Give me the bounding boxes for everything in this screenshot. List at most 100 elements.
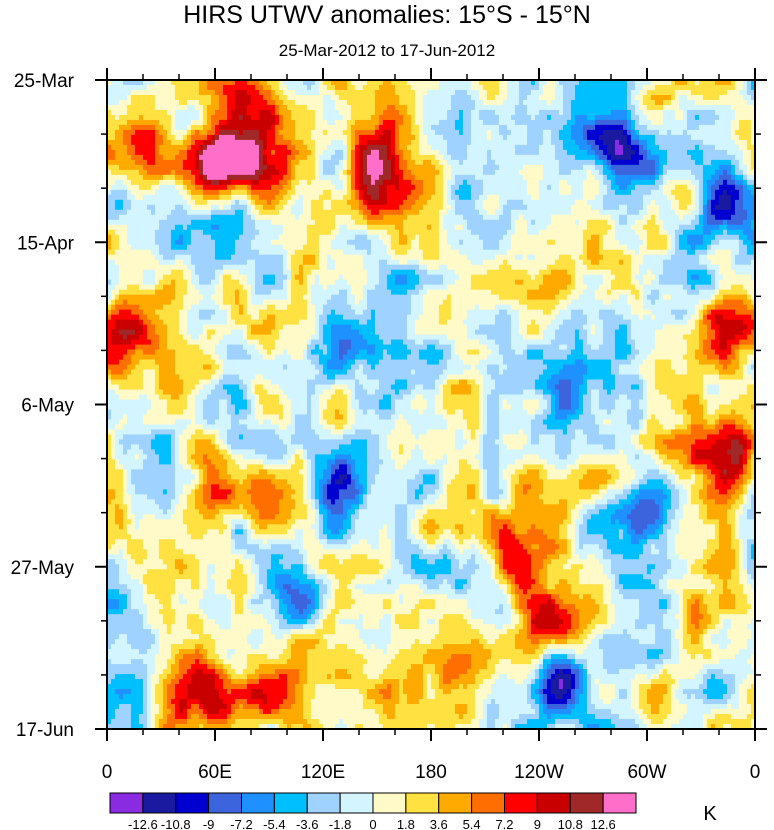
heatmap-cell xyxy=(415,209,420,216)
heatmap-cell xyxy=(655,179,660,186)
heatmap-cell xyxy=(595,149,600,156)
heatmap-cell xyxy=(427,224,432,231)
heatmap-cell xyxy=(607,109,612,116)
heatmap-cell xyxy=(587,134,592,141)
heatmap-cell xyxy=(175,94,180,101)
heatmap-cell xyxy=(563,199,568,206)
heatmap-cell xyxy=(211,224,216,231)
heatmap-cell xyxy=(207,209,212,216)
heatmap-cell xyxy=(155,174,160,181)
heatmap-cell xyxy=(539,84,544,91)
heatmap-cell xyxy=(247,89,252,96)
heatmap-cell xyxy=(247,194,252,201)
heatmap-cell xyxy=(647,144,652,151)
heatmap-cell xyxy=(727,89,732,96)
heatmap-cell xyxy=(267,149,272,156)
heatmap-cell xyxy=(471,80,476,86)
heatmap-cell xyxy=(395,94,400,101)
heatmap-cell xyxy=(659,89,664,96)
heatmap-cell xyxy=(487,224,492,231)
heatmap-cell xyxy=(319,114,324,121)
heatmap-cell xyxy=(355,209,360,216)
heatmap-cell xyxy=(127,229,132,236)
heatmap-cell xyxy=(639,194,644,201)
heatmap-cell xyxy=(387,209,392,216)
heatmap-cell xyxy=(711,184,716,191)
heatmap-cell xyxy=(167,224,172,231)
heatmap-cell xyxy=(403,214,408,221)
heatmap-cell xyxy=(115,154,120,161)
heatmap-cell xyxy=(399,114,404,121)
heatmap-cell xyxy=(731,199,736,206)
heatmap-cell xyxy=(587,129,592,136)
heatmap-cell xyxy=(375,129,380,136)
heatmap-cell xyxy=(127,199,132,206)
heatmap-cell xyxy=(443,159,448,166)
heatmap-cell xyxy=(527,89,532,96)
heatmap-cell xyxy=(207,109,212,116)
heatmap-cell xyxy=(311,229,316,236)
heatmap-cell xyxy=(643,124,648,131)
heatmap-cell xyxy=(679,89,684,96)
heatmap-cell xyxy=(483,164,488,171)
heatmap-cell xyxy=(651,169,656,176)
heatmap-cell xyxy=(751,194,756,201)
heatmap-cell xyxy=(587,99,592,106)
heatmap-cell xyxy=(691,119,696,126)
heatmap-cell xyxy=(435,134,440,141)
heatmap-cell xyxy=(259,99,264,106)
heatmap-cell xyxy=(503,169,508,176)
heatmap-cell xyxy=(355,224,360,231)
heatmap-cell xyxy=(239,154,244,161)
heatmap-cell xyxy=(579,229,584,236)
heatmap-cell xyxy=(703,164,708,171)
heatmap-cell xyxy=(499,109,504,116)
heatmap-cell xyxy=(599,199,604,206)
heatmap-cell xyxy=(367,209,372,216)
heatmap-cell xyxy=(579,209,584,216)
heatmap-cell xyxy=(503,124,508,131)
heatmap-cell xyxy=(223,164,228,171)
heatmap-cell xyxy=(487,149,492,156)
heatmap-cell xyxy=(655,164,660,171)
heatmap-cell xyxy=(475,134,480,141)
heatmap-cell xyxy=(607,159,612,166)
heatmap-cell xyxy=(659,80,664,86)
heatmap-cell xyxy=(531,84,536,91)
heatmap-cell xyxy=(287,109,292,116)
heatmap-cell xyxy=(431,134,436,141)
heatmap-cell xyxy=(127,159,132,166)
heatmap-cell xyxy=(627,194,632,201)
heatmap-cell xyxy=(395,89,400,96)
heatmap-cell xyxy=(443,84,448,91)
heatmap-cell xyxy=(399,124,404,131)
heatmap-cell xyxy=(411,124,416,131)
heatmap-cell xyxy=(363,154,368,161)
heatmap-cell xyxy=(399,154,404,161)
heatmap-cell xyxy=(751,124,756,131)
heatmap-cell xyxy=(623,134,628,141)
heatmap-cell xyxy=(191,154,196,161)
heatmap-cell xyxy=(239,194,244,201)
heatmap-cell xyxy=(599,224,604,231)
heatmap-cell xyxy=(275,94,280,101)
heatmap-cell xyxy=(439,194,444,201)
heatmap-cell xyxy=(207,154,212,161)
heatmap-cell xyxy=(155,189,160,196)
heatmap-cell xyxy=(371,214,376,221)
heatmap-cell xyxy=(507,169,512,176)
heatmap-cell xyxy=(739,164,744,171)
heatmap-cell xyxy=(707,154,712,161)
heatmap-cell xyxy=(487,114,492,121)
heatmap-cell xyxy=(319,184,324,191)
heatmap-cell xyxy=(499,124,504,131)
heatmap-cell xyxy=(507,174,512,181)
heatmap-cell xyxy=(327,144,332,151)
heatmap-cell xyxy=(319,119,324,126)
heatmap-cell xyxy=(395,164,400,171)
heatmap-cell xyxy=(555,80,560,86)
heatmap-cell xyxy=(543,84,548,91)
heatmap-cell xyxy=(187,219,192,226)
heatmap-cell xyxy=(691,124,696,131)
heatmap-cell xyxy=(667,224,672,231)
